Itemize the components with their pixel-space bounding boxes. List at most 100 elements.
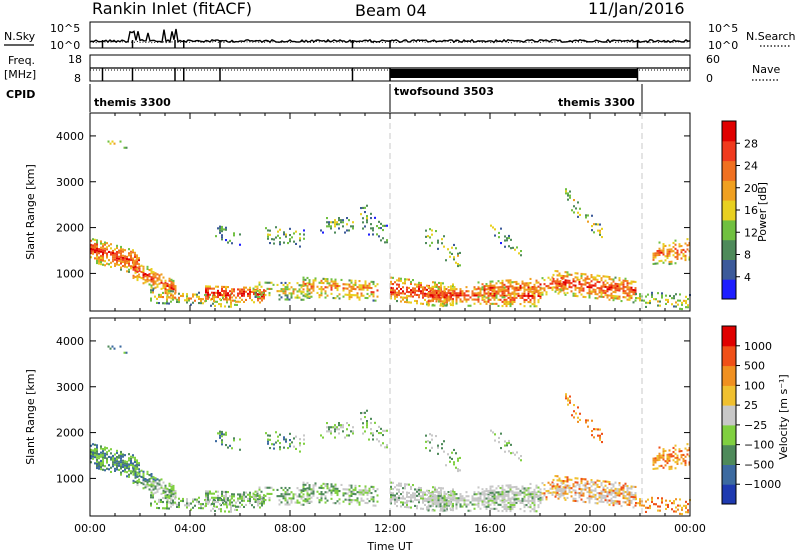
power-cell [459,288,462,291]
velocity-cell [554,485,557,488]
power-cell [207,297,209,300]
velocity-cell [680,454,683,457]
power-cell [451,294,454,297]
power-cell [569,194,571,197]
velocity-cell [483,496,486,499]
power-cell [639,297,641,300]
power-cell [596,274,599,277]
power-cell [116,259,118,262]
power-cell [573,199,575,202]
velocity-cell [452,494,454,497]
power-cell [229,294,231,297]
power-cell [348,219,350,222]
velocity-cell [513,501,516,504]
velocity-cell [622,501,625,504]
velocity-cell [308,486,311,489]
power-cell [511,292,514,295]
power-cell [338,223,340,226]
velocity-cell [509,498,512,501]
velocity-cell [503,495,506,498]
power-cell [390,276,392,279]
power-cell [531,288,534,291]
power-cell [457,263,459,266]
velocity-cell [94,450,96,453]
power-cell [160,295,162,298]
power-cell [443,304,446,307]
power-cell [445,304,448,307]
velocity-cell [431,490,434,493]
power-cell [686,238,689,241]
power-cell [592,278,595,281]
velocity-cell [256,490,259,493]
velocity-cell [628,499,631,502]
power-cell [338,227,340,230]
power-cell [178,301,180,304]
power-cell [637,297,639,300]
velocity-cell [630,495,633,498]
power-cell [426,295,428,298]
power-cell [595,223,597,226]
power-cell [122,265,124,268]
velocity-cell [606,499,609,502]
velocity-cell [491,485,494,488]
velocity-cell [539,493,542,496]
power-cell [257,293,259,296]
power-cell [511,285,514,288]
power-cell [506,237,508,240]
power-cell [630,294,633,297]
power-cell [495,282,498,285]
velocity-cell [485,505,488,508]
power-cell [598,291,601,294]
power-cell [465,294,468,297]
power-cell [265,227,267,230]
power-cell [174,296,176,299]
velocity-cell [102,450,104,453]
velocity-cell [269,447,271,450]
velocity-cell [523,503,526,506]
velocity-cell [186,502,188,505]
power-cell [219,225,221,228]
velocity-cell [392,496,394,499]
power-cell [386,239,388,242]
power-cell [364,284,367,287]
power-cell [645,305,647,308]
velocity-cell [501,497,504,500]
power-cell [674,243,677,246]
power-cell [652,262,655,265]
velocity-cell [350,492,353,495]
power-cell [647,293,649,296]
velocity-cell [495,495,498,498]
power-cell [521,292,524,295]
velocity-cell [96,446,98,449]
velocity-cell [376,488,379,491]
velocity-cell [237,505,239,508]
velocity-cell [558,477,561,480]
power-cell [90,250,92,253]
power-cell [491,296,494,299]
power-cell [346,229,348,232]
velocity-cell [564,498,567,501]
velocity-cell [283,446,285,449]
velocity-cell [493,489,496,492]
velocity-cell [551,493,554,496]
velocity-cell [632,496,635,499]
power-cell [658,241,661,244]
power-cell [104,264,106,267]
power-cell [275,226,277,229]
velocity-cell [338,490,341,493]
power-cell [560,289,563,292]
power-cell [416,302,418,305]
power-cell [283,241,285,244]
velocity-cell [624,484,627,487]
power-cell [370,287,373,290]
power-cell [328,223,330,226]
power-cell [98,248,100,251]
velocity-cell [253,495,255,498]
velocity-cell [150,473,153,476]
power-cell [576,272,579,275]
velocity-cell [92,451,94,454]
power-cell [102,259,104,262]
power-cell [202,302,204,305]
velocity-cell [320,486,323,489]
velocity-cell [140,469,143,472]
